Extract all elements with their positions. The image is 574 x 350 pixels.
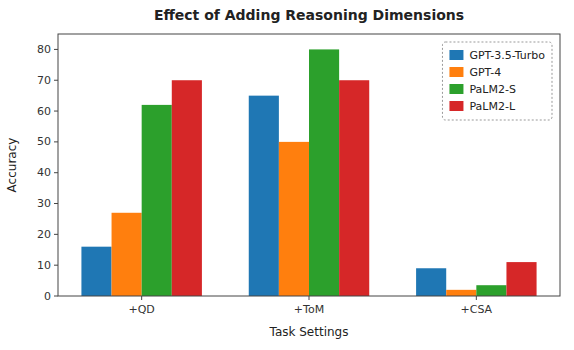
y-tick — [54, 296, 58, 297]
y-tick — [54, 203, 58, 204]
y-tick — [54, 172, 58, 173]
bar — [446, 290, 476, 296]
x-tick-label: +CSA — [461, 303, 493, 316]
legend-swatch — [449, 101, 463, 111]
y-axis-label: Accuracy — [5, 138, 19, 193]
x-axis-label: Task Settings — [269, 325, 349, 339]
x-tick — [476, 296, 477, 300]
y-tick — [54, 111, 58, 112]
chart-container: 0 10 20 30 40 50 60 70 80 +QD +ToM +CSA Effect of Ad… — [0, 0, 574, 350]
y-tick-label: 60 — [37, 105, 51, 118]
legend-label: GPT-4 — [469, 66, 501, 79]
y-tick-label: 10 — [37, 259, 51, 272]
legend-label: PaLM2-L — [469, 100, 515, 113]
x-axis: +QD +ToM +CSA — [128, 296, 492, 316]
bar — [172, 80, 202, 296]
y-tick — [54, 234, 58, 235]
y-tick — [54, 141, 58, 142]
y-tick-label: 0 — [44, 290, 51, 303]
bar — [279, 142, 309, 296]
bar — [81, 247, 111, 296]
x-tick-label: +QD — [128, 303, 154, 316]
y-tick-label: 40 — [37, 166, 51, 179]
bar — [476, 285, 506, 296]
y-tick-label: 50 — [37, 135, 51, 148]
chart-title: Effect of Adding Reasoning Dimensions — [154, 7, 464, 23]
y-tick — [54, 49, 58, 50]
y-tick-label: 70 — [37, 74, 51, 87]
x-tick — [309, 296, 310, 300]
legend-swatch — [449, 84, 463, 94]
x-tick — [141, 296, 142, 300]
bar — [416, 268, 446, 296]
bar — [142, 105, 172, 296]
bar — [506, 262, 536, 296]
x-tick-label: +ToM — [294, 303, 324, 316]
legend-box — [442, 42, 552, 120]
plot-frame — [58, 34, 560, 296]
y-tick — [54, 265, 58, 266]
chart-svg: 0 10 20 30 40 50 60 70 80 +QD +ToM +CSA Effect of Ad… — [0, 0, 574, 350]
legend-label: GPT-3.5-Turbo — [469, 49, 545, 62]
y-axis: 0 10 20 30 40 50 60 70 80 — [37, 43, 58, 303]
legend-label: PaLM2-S — [469, 83, 515, 96]
legend-swatch — [449, 67, 463, 77]
bar — [249, 96, 279, 296]
bar — [309, 49, 339, 296]
y-tick — [54, 80, 58, 81]
bar — [339, 80, 369, 296]
legend: GPT-3.5-Turbo GPT-4 PaLM2-S PaLM2-L — [442, 42, 552, 120]
y-tick-label: 30 — [37, 197, 51, 210]
bar — [112, 213, 142, 296]
y-tick-label: 20 — [37, 228, 51, 241]
y-tick-label: 80 — [37, 43, 51, 56]
legend-swatch — [449, 50, 463, 60]
